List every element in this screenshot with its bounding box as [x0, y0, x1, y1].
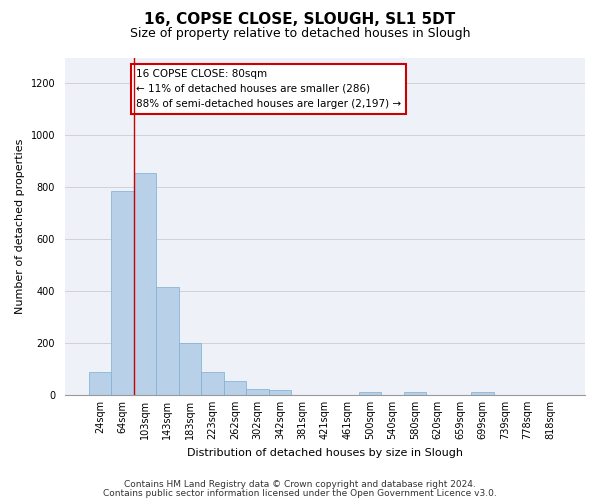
- Text: Size of property relative to detached houses in Slough: Size of property relative to detached ho…: [130, 28, 470, 40]
- Bar: [201, 372, 224, 395]
- Bar: [359, 392, 381, 395]
- Bar: [179, 343, 201, 395]
- Bar: [224, 382, 246, 395]
- X-axis label: Distribution of detached houses by size in Slough: Distribution of detached houses by size …: [187, 448, 463, 458]
- Bar: [404, 392, 426, 395]
- Bar: [471, 392, 494, 395]
- Bar: [134, 173, 156, 395]
- Bar: [89, 372, 111, 395]
- Text: 16, COPSE CLOSE, SLOUGH, SL1 5DT: 16, COPSE CLOSE, SLOUGH, SL1 5DT: [145, 12, 455, 28]
- Text: Contains HM Land Registry data © Crown copyright and database right 2024.: Contains HM Land Registry data © Crown c…: [124, 480, 476, 489]
- Text: Contains public sector information licensed under the Open Government Licence v3: Contains public sector information licen…: [103, 489, 497, 498]
- Y-axis label: Number of detached properties: Number of detached properties: [15, 138, 25, 314]
- Bar: [156, 287, 179, 395]
- Bar: [111, 191, 134, 395]
- Bar: [269, 390, 291, 395]
- Text: 16 COPSE CLOSE: 80sqm
← 11% of detached houses are smaller (286)
88% of semi-det: 16 COPSE CLOSE: 80sqm ← 11% of detached …: [136, 69, 401, 109]
- Bar: [246, 389, 269, 395]
